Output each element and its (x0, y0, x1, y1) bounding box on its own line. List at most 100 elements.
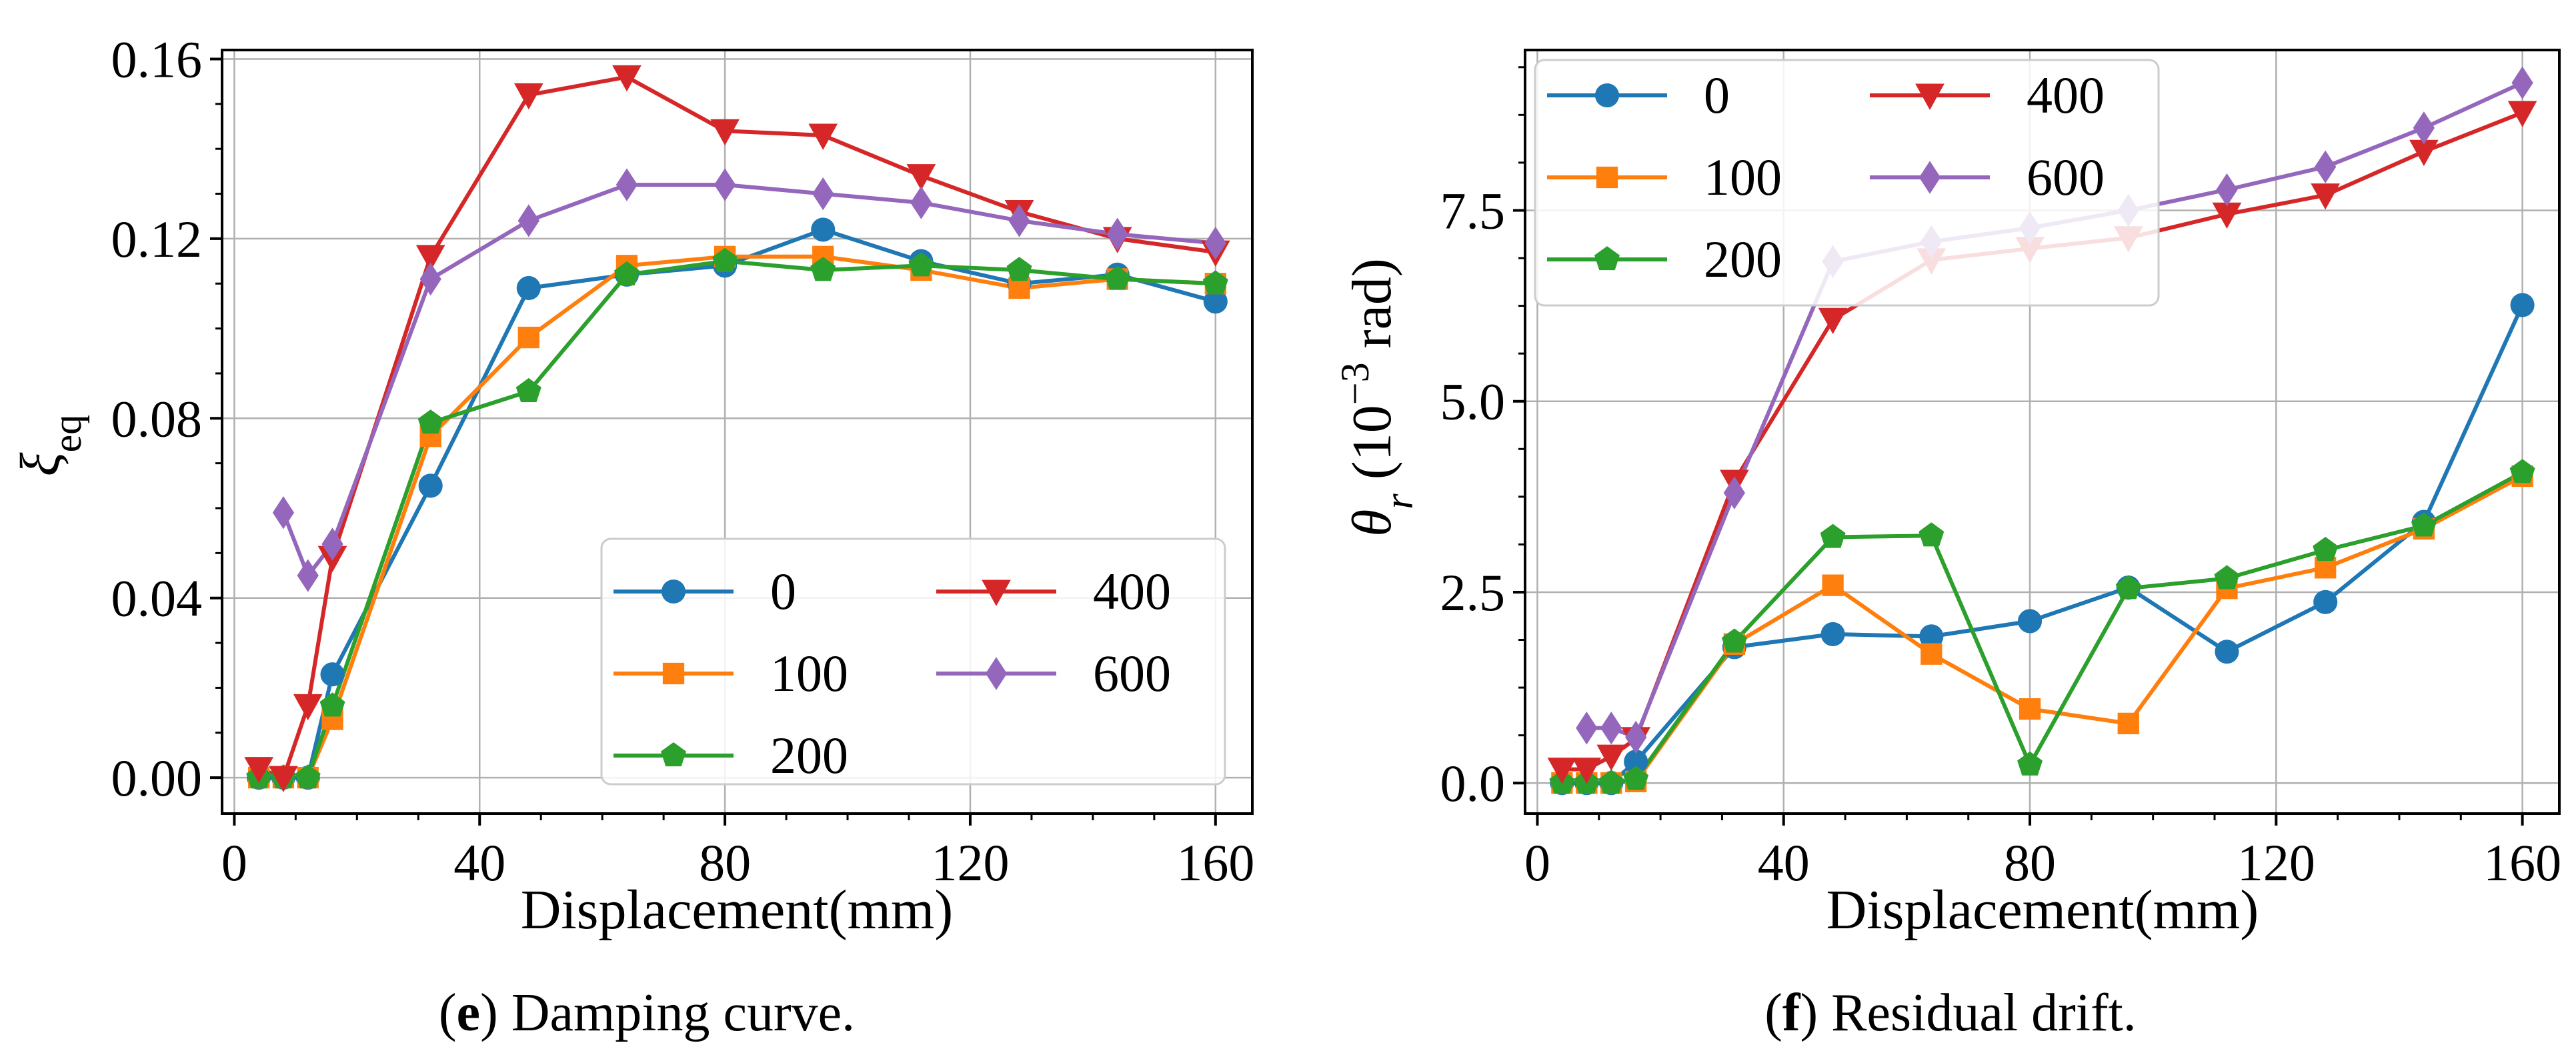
damping-series-400-point-7 (710, 119, 740, 146)
damping-series-200-point-8 (810, 257, 836, 281)
residual-drift-chart: 0 40 80 120 160 0.0 2.5 5.0 7.5 Displacement(mm)… (1333, 49, 2561, 941)
damping-series-600-point-10 (1106, 217, 1128, 251)
damping-y-axis-label: ξeq (9, 415, 89, 477)
drift-x-tick-label-1: 40 (1758, 834, 1810, 892)
drift-series-200-point-7 (2017, 751, 2043, 776)
damping-legend-marker-400 (982, 580, 1011, 606)
damping-legend-marker-100 (662, 662, 685, 685)
drift-series-600-point-8 (2216, 173, 2238, 207)
damping-series-600-point-7 (812, 177, 834, 211)
damping-y-tick-label-2: 0.08 (111, 389, 203, 447)
drift-y-axis-label: θr (10−3 rad) (1333, 258, 1421, 537)
drift-legend-marker-400 (1915, 83, 1945, 110)
drift-legend-label-100: 100 (1704, 148, 1782, 206)
drift-axes (1524, 49, 2561, 815)
drift-series-100-point-6 (1920, 643, 1943, 665)
damping-series-600-point-2 (321, 527, 343, 561)
damping-series-100-point-10 (1008, 277, 1030, 299)
drift-axes-frame (1524, 49, 2561, 815)
drift-series-0-point-3 (1624, 750, 1648, 774)
damping-axes-frame (221, 49, 1254, 815)
damping-legend-marker-600 (985, 657, 1008, 690)
drift-series-200-point-12 (2509, 459, 2535, 483)
damping-legend-box (600, 538, 1226, 786)
drift-series-0-point-12 (2510, 293, 2535, 317)
damping-series-markers (244, 65, 1230, 792)
damping-series-0-point-8 (811, 217, 836, 242)
damping-series-0-point-4 (418, 473, 443, 498)
damping-x-tick-label-1: 40 (453, 834, 505, 892)
drift-series-0-point-9 (2215, 640, 2239, 664)
damping-legend-label-100: 100 (770, 644, 848, 702)
damping-series-200-point-4 (417, 409, 443, 434)
drift-series-400-point-1 (1572, 758, 1602, 784)
drift-legend-marker-100 (1596, 166, 1618, 189)
damping-series-0-point-5 (516, 275, 541, 301)
damping-series-400-point-2 (293, 694, 323, 721)
damping-series-400-point-4 (415, 245, 445, 271)
damping-series-400-point-5 (513, 83, 543, 110)
damping-x-tick-label-3: 120 (931, 834, 1009, 892)
damping-series-200-point-3 (319, 692, 345, 717)
damping-y-tick-label-0: 0.00 (111, 749, 203, 807)
drift-legend-label-600: 600 (2027, 148, 2105, 206)
drift-series-600-point-3 (1723, 476, 1746, 509)
damping-series-200-point-10 (1006, 257, 1032, 281)
damping-series-200-point-6 (614, 261, 639, 285)
damping-series-600-point-3 (419, 262, 441, 296)
caption-residual-drift: (f) Residual drift. (1764, 984, 2137, 1042)
drift-series-400-point-10 (2311, 183, 2341, 210)
damping-series-200-point-7 (712, 247, 738, 272)
damping-series-400-point-6 (612, 65, 641, 92)
drift-series-0-point-6 (1919, 624, 1944, 649)
drift-y-tick-label-0: 0.0 (1440, 754, 1506, 812)
damping-series-200-point-11 (1104, 265, 1130, 290)
drift-series-100-point-5 (1822, 574, 1844, 596)
drift-series-100-point-7 (2019, 698, 2041, 720)
drift-x-axis-label: Displacement(mm) (1826, 879, 2259, 941)
drift-legend-label-0: 0 (1704, 66, 1730, 124)
drift-y-tick-label-1: 2.5 (1440, 564, 1506, 622)
drift-series-200-point-4 (1721, 628, 1747, 653)
drift-legend-label-200: 200 (1704, 230, 1782, 288)
damping-series-600-point-4 (517, 204, 539, 237)
drift-legend-marker-600 (1918, 161, 1941, 194)
drift-series-200-point-5 (1820, 523, 1846, 548)
drift-y-tick-label-3: 7.5 (1440, 181, 1506, 239)
damping-legend-marker-0 (661, 579, 686, 604)
drift-series-200-point-6 (1918, 522, 1945, 547)
damping-axes (221, 49, 1254, 815)
drift-series-200-point-10 (2313, 537, 2339, 562)
drift-series-600-point-2 (1625, 720, 1647, 754)
damping-series-0-point-12 (1203, 289, 1228, 314)
drift-series-200-point-9 (2214, 565, 2240, 590)
damping-series-600-point-9 (1008, 204, 1030, 237)
drift-series-0-point-7 (2017, 609, 2043, 634)
drift-series-markers (1547, 66, 2537, 796)
damping-legend-label-600: 600 (1093, 644, 1171, 702)
damping-ticks: 0 40 80 120 160 0.00 0.04 0.08 0.12 0.16 (111, 30, 1255, 892)
damping-chart: 0 40 80 120 160 0.00 0.04 0.08 0.12 0.16 Displace… (9, 30, 1254, 941)
drift-series-400-point-5 (1818, 307, 1848, 335)
damping-series-0-point-3 (320, 662, 345, 687)
drift-series-600-point-10 (2413, 111, 2435, 145)
drift-legend-box (1534, 59, 2160, 307)
damping-x-axis-label: Displacement(mm) (521, 879, 953, 941)
drift-series-600-point-0 (1576, 712, 1598, 745)
damping-legend-label-400: 400 (1093, 562, 1171, 620)
drift-legend: 0 100 200 400 600 (1534, 59, 2160, 307)
damping-x-tick-label-0: 0 (221, 834, 247, 892)
drift-x-tick-label-2: 80 (2004, 834, 2056, 892)
drift-series-100-point-8 (2117, 712, 2139, 735)
drift-series-200-point-3 (1623, 766, 1649, 790)
damping-series-400-point-1 (269, 766, 298, 792)
damping-legend-label-200: 200 (770, 726, 848, 784)
damping-series-400-point-8 (808, 123, 838, 150)
drift-series-400-point-9 (2212, 202, 2242, 229)
drift-series-0-point-10 (2313, 590, 2338, 614)
drift-series-600-point-9 (2315, 150, 2337, 183)
drift-series-600-point-1 (1600, 712, 1622, 745)
drift-series-400-point-2 (1596, 744, 1626, 771)
drift-legend-marker-0 (1594, 83, 1620, 108)
drift-series-200-point-11 (2411, 512, 2437, 537)
